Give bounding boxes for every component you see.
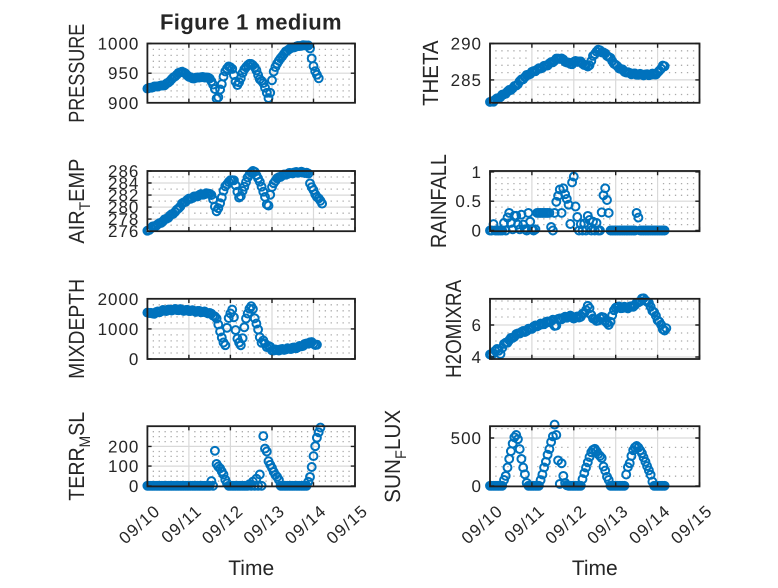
svg-text:THETA: THETA: [418, 40, 443, 106]
svg-text:900: 900: [108, 94, 139, 113]
svg-text:278: 278: [108, 210, 139, 229]
svg-text:1: 1: [472, 163, 482, 182]
svg-text:H2OMIXRA: H2OMIXRA: [441, 280, 466, 378]
svg-text:284: 284: [108, 174, 139, 193]
svg-text:290: 290: [451, 35, 482, 54]
svg-text:0: 0: [472, 477, 482, 496]
svg-text:285: 285: [451, 71, 482, 90]
svg-text:Time: Time: [572, 557, 618, 580]
svg-text:280: 280: [108, 198, 139, 217]
svg-text:MIXDEPTH: MIXDEPTH: [64, 279, 89, 379]
svg-text:276: 276: [108, 222, 139, 241]
svg-text:100: 100: [108, 457, 139, 476]
svg-text:RAINFALL: RAINFALL: [426, 154, 451, 248]
svg-text:Time: Time: [228, 557, 274, 580]
svg-text:PRESSURE: PRESSURE: [64, 24, 89, 123]
svg-text:Figure 1 medium: Figure 1 medium: [160, 10, 342, 35]
svg-text:2000: 2000: [98, 290, 140, 309]
svg-text:0: 0: [472, 222, 482, 241]
svg-text:286: 286: [108, 162, 139, 181]
svg-text:0: 0: [129, 350, 139, 369]
svg-text:1000: 1000: [98, 35, 140, 54]
svg-text:6: 6: [472, 316, 482, 335]
svg-text:0: 0: [129, 477, 139, 496]
svg-text:4: 4: [472, 348, 482, 367]
svg-text:282: 282: [108, 186, 139, 205]
svg-text:1000: 1000: [98, 320, 140, 339]
svg-text:200: 200: [108, 437, 139, 456]
svg-text:0.5: 0.5: [455, 192, 482, 211]
svg-text:500: 500: [451, 429, 482, 448]
svg-text:950: 950: [108, 64, 139, 83]
